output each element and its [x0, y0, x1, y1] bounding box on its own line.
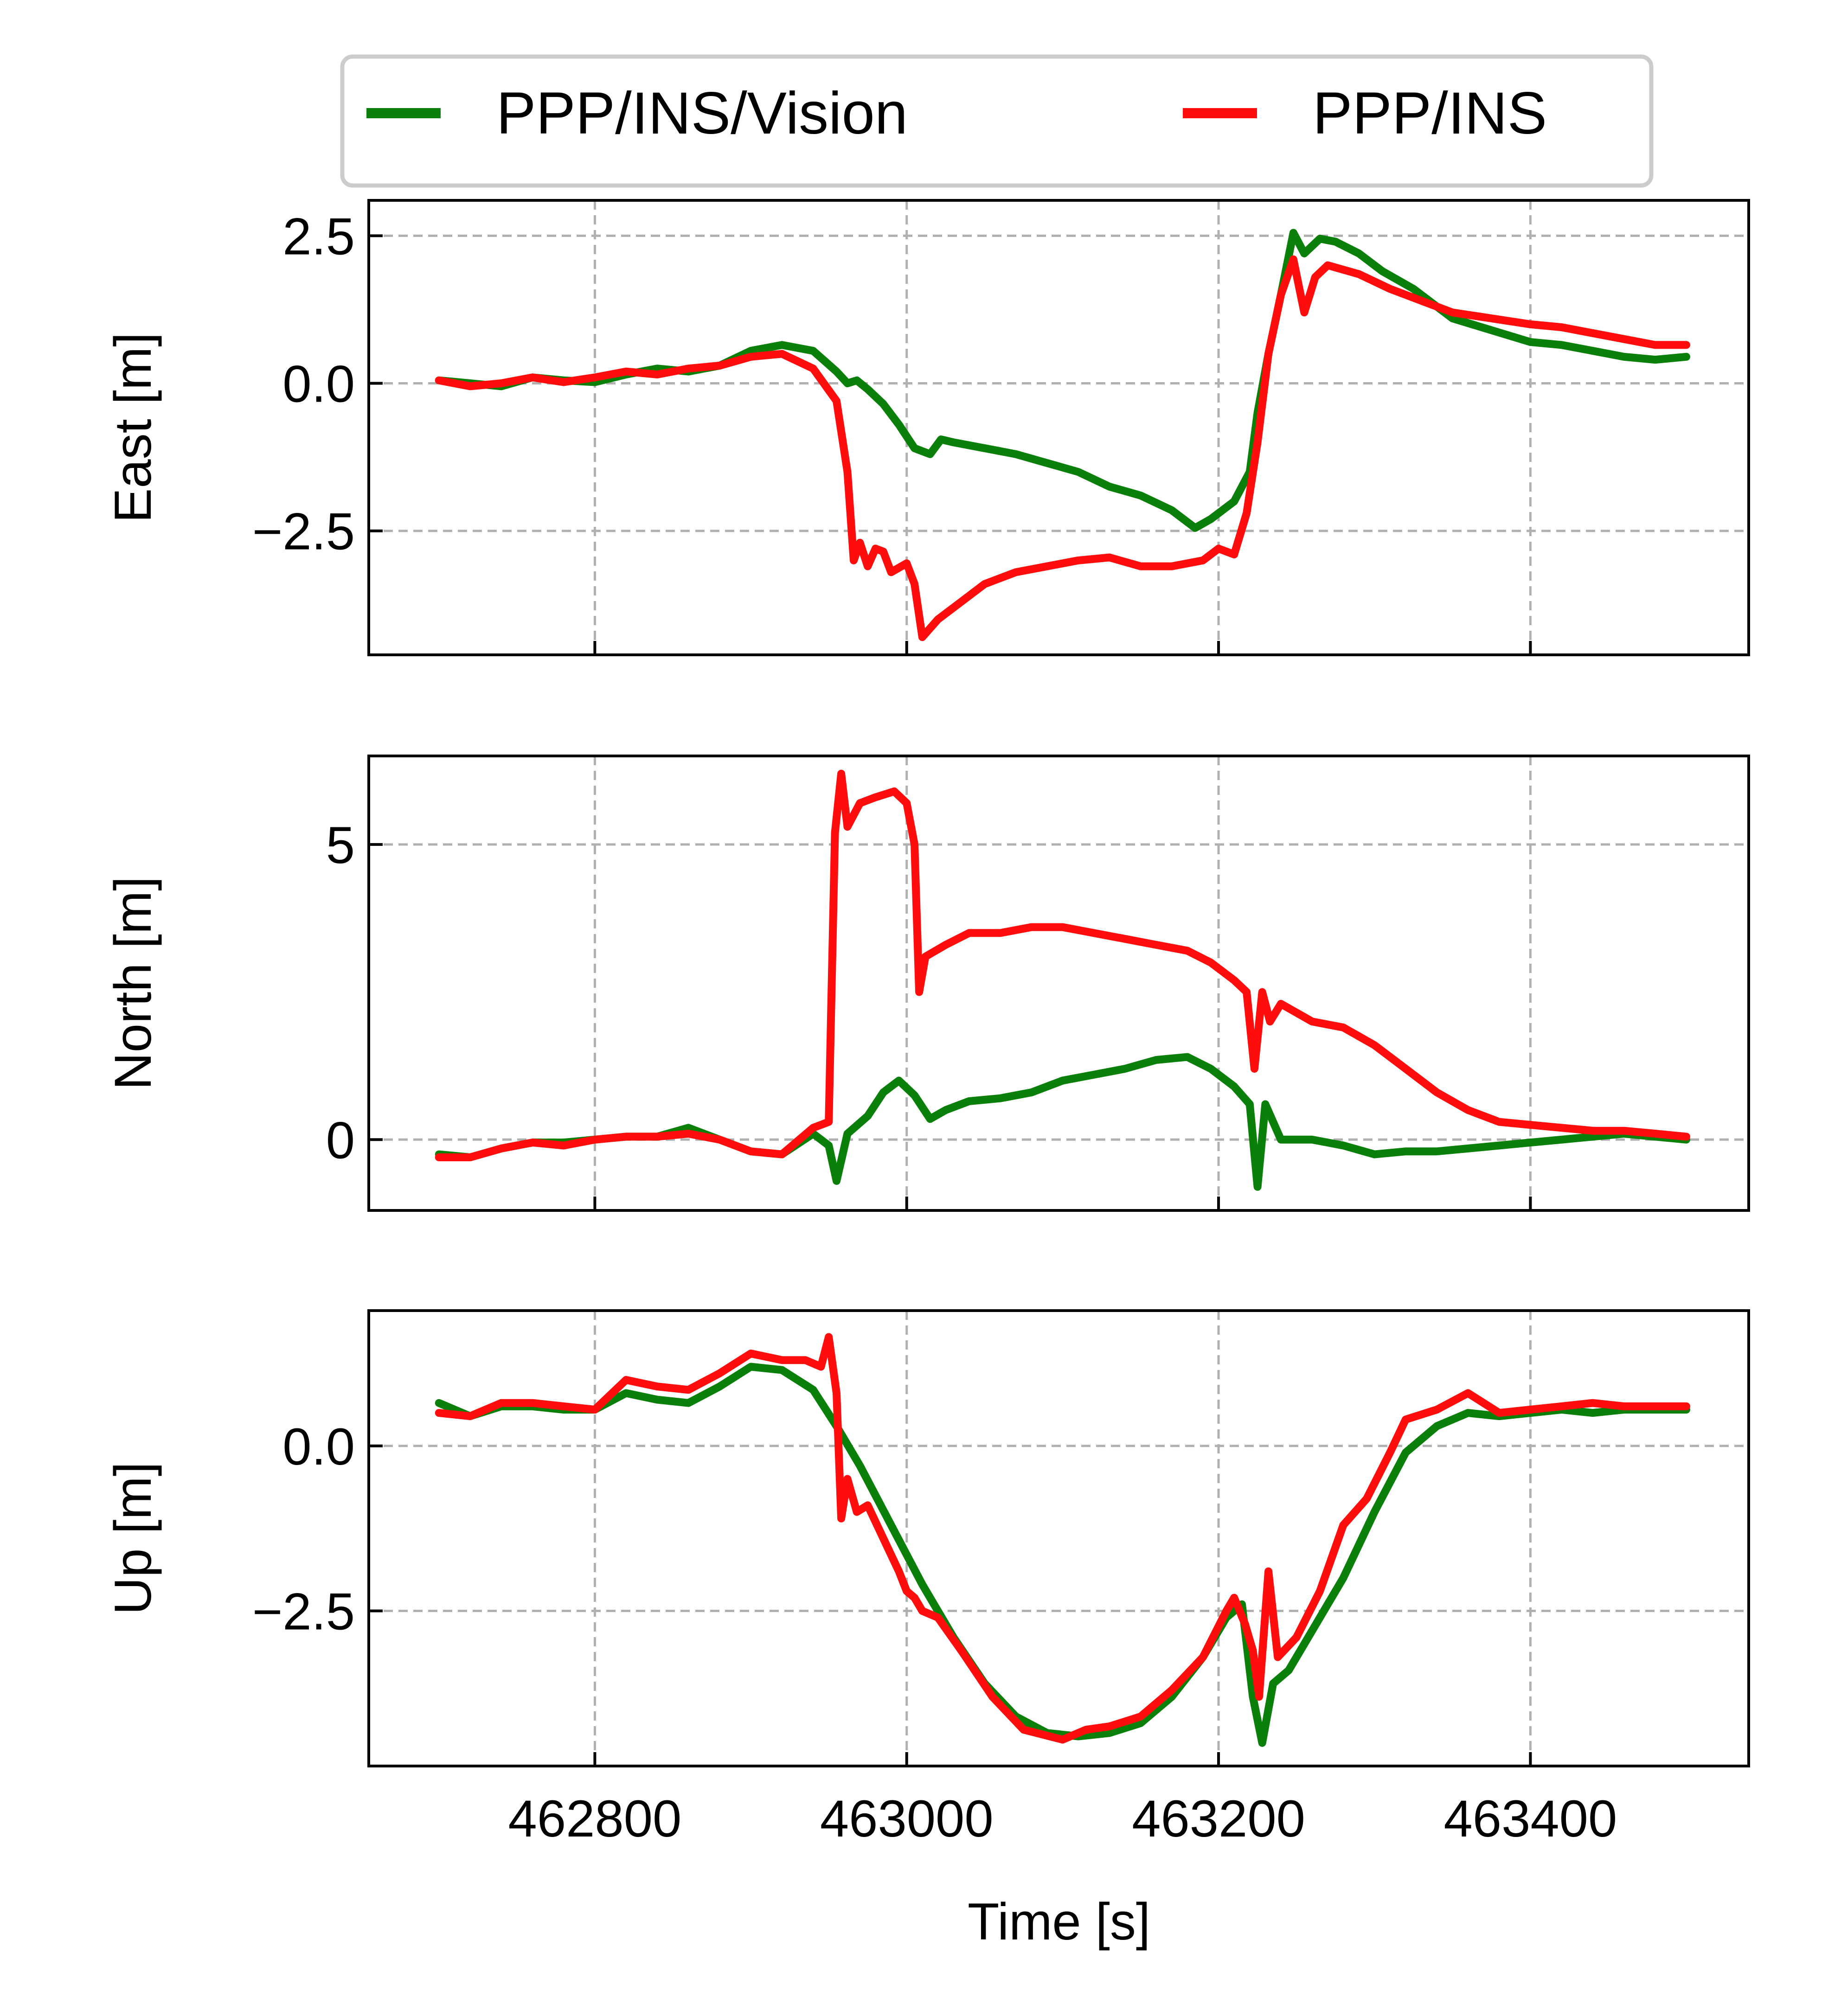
xlabel: Time [s]	[968, 1893, 1150, 1951]
legend-label-ppp-ins-vision: PPP/INS/Vision	[496, 80, 908, 147]
series-up	[435, 1333, 1690, 1747]
ticks-up: 0.0 −2.5	[252, 1418, 1532, 1766]
gridlines-up	[369, 1311, 1749, 1766]
ylabel-east: East [m]	[104, 333, 162, 523]
ytick-label-north-0: 5	[326, 816, 355, 874]
ytick-label-east-0: 2.5	[282, 207, 355, 265]
ytick-label-up-1: −2.5	[252, 1583, 355, 1641]
xtick-label-3: 463400	[1444, 1790, 1617, 1848]
ytick-label-up-0: 0.0	[282, 1418, 355, 1476]
gridlines-east	[369, 200, 1749, 655]
ticks-east: 2.5 0.0 −2.5	[252, 207, 1532, 655]
series-line-east-ppp-ins	[435, 255, 1690, 641]
ylabel-north: North [m]	[104, 877, 162, 1090]
series-north	[435, 769, 1690, 1191]
plot-frame-north	[367, 755, 1750, 1212]
legend: PPP/INS/Vision PPP/INS	[340, 54, 1654, 188]
series-line-up-ppp-ins-vision	[435, 1363, 1690, 1747]
xtick-label-0: 462800	[508, 1790, 682, 1848]
xtick-label-1: 463000	[820, 1790, 994, 1848]
x-tick-labels: 462800 463000 463200 463400	[508, 1790, 1617, 1848]
series-line-north-ppp-ins-vision	[435, 1053, 1690, 1191]
series-line-north-ppp-ins	[435, 769, 1690, 1161]
plot-frame-up	[367, 1309, 1750, 1767]
panel-east: East [m] 2.5 0.0 −2.5	[104, 199, 1750, 656]
plot-frame-east	[367, 199, 1750, 656]
ylabel-up: Up [m]	[104, 1462, 162, 1615]
ytick-label-east-1: 0.0	[282, 355, 355, 413]
ytick-label-east-2: −2.5	[252, 503, 355, 561]
ytick-label-north-1: 0	[326, 1111, 355, 1169]
legend-frame	[340, 54, 1654, 188]
ticks-north: 50	[326, 816, 1532, 1210]
legend-label-ppp-ins: PPP/INS	[1313, 80, 1547, 147]
panel-north: North [m] 50	[104, 755, 1750, 1212]
series-line-up-ppp-ins	[435, 1333, 1690, 1744]
panel-up: Up [m] 0.0 −2.5 462800 463000 463200 463400	[104, 1309, 1750, 1848]
series-east	[435, 229, 1690, 641]
series-line-east-ppp-ins-vision	[435, 229, 1690, 532]
xtick-label-2: 463200	[1132, 1790, 1305, 1848]
